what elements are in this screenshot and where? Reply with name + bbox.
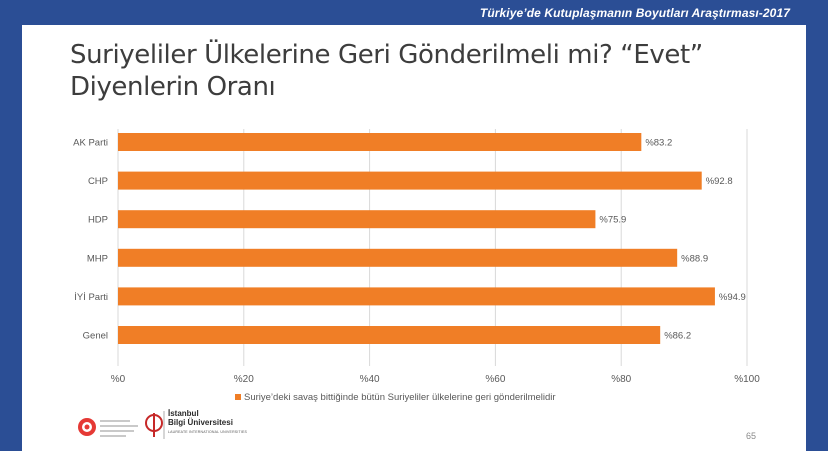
x-tick-label: %80 (611, 374, 631, 385)
bar (118, 171, 702, 190)
category-label: HDP (88, 215, 108, 226)
data-label: %88.9 (681, 253, 708, 264)
category-label: İYİ Parti (74, 292, 108, 303)
bar (118, 248, 678, 267)
university-tagline: LAUREATE INTERNATIONAL UNIVERSITIES (168, 430, 248, 434)
x-tick-label: %20 (234, 374, 254, 385)
bar (118, 133, 642, 151)
bar-chart: AK Parti CHP HDP MHP İYİ Parti Genel %83.2 %92… (73, 129, 760, 403)
legend-label: Suriye’deki savaş bittiğinde bütün Suriy… (244, 392, 556, 403)
bar (118, 287, 715, 306)
category-label: AK Parti (73, 138, 108, 149)
data-label: %75.9 (599, 215, 626, 226)
chart-legend: Suriye’deki savaş bittiğinde bütün Suriy… (235, 392, 556, 403)
x-tick-label: %100 (734, 374, 760, 385)
slide-title-line-2: Diyenlerin Oranı (70, 72, 276, 102)
data-label: %83.2 (645, 138, 672, 149)
data-label: %86.2 (664, 331, 691, 342)
x-tick-label: %40 (360, 374, 380, 385)
page-number: 65 (746, 431, 757, 441)
chart-x-tick-labels: %0 %20 %40 %60 %80 %100 (111, 374, 760, 385)
x-tick-label: %0 (111, 374, 126, 385)
university-name: İstanbul Bilgi Üniversitesi (168, 409, 233, 427)
bar (118, 210, 596, 229)
data-label: %92.8 (706, 176, 733, 187)
slide: Suriyeliler Ülkelerine Geri Gönderilmeli… (22, 25, 806, 451)
legend-swatch (235, 394, 241, 400)
chart-bars (118, 133, 715, 344)
x-tick-label: %60 (485, 374, 505, 385)
bar (118, 326, 661, 344)
slide-title: Suriyeliler Ülkelerine Geri Gönderilmeli… (70, 39, 770, 103)
slide-title-line-1: Suriyeliler Ülkelerine Geri Gönderilmeli… (70, 40, 703, 70)
category-label: Genel (83, 331, 108, 342)
research-center-logo (78, 418, 138, 437)
category-label: MHP (87, 253, 108, 264)
data-label: %94.9 (719, 292, 746, 303)
category-label: CHP (88, 176, 108, 187)
chart-data-labels: %83.2 %92.8 %75.9 %88.9 %94.9 %86.2 (599, 138, 745, 342)
header-survey-title: Türkiye’de Kutuplaşmanın Boyutları Araşt… (479, 6, 790, 20)
chart-category-labels: AK Parti CHP HDP MHP İYİ Parti Genel (73, 138, 108, 342)
university-logo (145, 411, 165, 439)
